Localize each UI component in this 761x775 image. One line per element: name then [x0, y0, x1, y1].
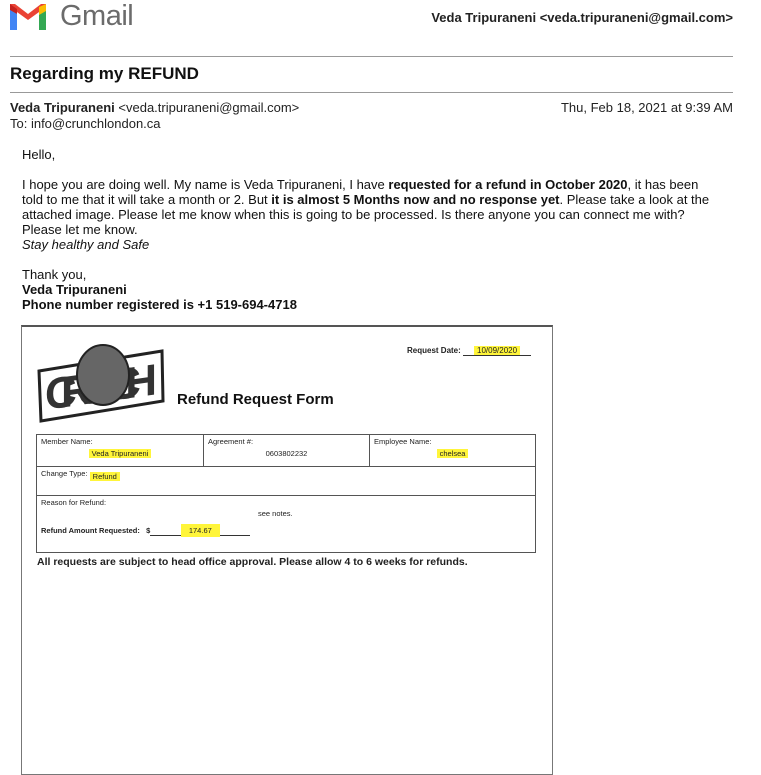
gmail-logo-icon	[10, 4, 46, 30]
text: , it has been told to me that it will ta…	[22, 177, 699, 207]
form-title: Refund Request Form	[177, 391, 334, 408]
agreement-value: 0603802232	[265, 449, 308, 458]
form-footer: All requests are subject to head office …	[37, 556, 468, 568]
label: Reason for Refund:	[41, 498, 107, 507]
bold-text: it is almost 5 Months now and no respons…	[271, 192, 560, 207]
request-date: Request Date: 10/09/2020	[407, 346, 532, 356]
sender: Veda Tripuraneni <veda.tripuraneni@gmail…	[10, 100, 299, 115]
change-value: Refund	[89, 472, 120, 481]
label: Change Type:	[41, 469, 88, 478]
form-table: Member Name: Veda Tripuraneni Agreement #…	[36, 434, 536, 553]
label: Employee Name:	[374, 437, 432, 446]
signature-name: Veda Tripuraneni	[22, 282, 127, 297]
gmail-brand: Gmail	[60, 0, 134, 32]
crunch-logo-icon: CRUNCH	[37, 344, 165, 423]
email-body: Hello, I hope you are doing well. My nam…	[22, 147, 722, 312]
change-type-cell: Change Type: Refund	[36, 466, 536, 496]
sender-name: Veda Tripuraneni	[10, 100, 115, 115]
employee-cell: Employee Name: chelsea	[369, 434, 536, 467]
account-label: Veda Tripuraneni <veda.tripuraneni@gmail…	[431, 10, 733, 25]
amount-value: 174.67	[180, 524, 220, 537]
attached-image[interactable]: CRUNCH Refund Request Form Request Date:…	[21, 325, 553, 775]
label: Request Date:	[407, 346, 461, 355]
greeting: Hello,	[22, 147, 56, 162]
thanks: Thank you,	[22, 267, 87, 282]
reason-value: see notes.	[258, 509, 293, 518]
signature-phone: Phone number registered is +1 519-694-47…	[22, 297, 297, 312]
member-cell: Member Name: Veda Tripuraneni	[36, 434, 204, 467]
label: Refund Amount Requested:	[41, 526, 140, 535]
recipient: To: info@crunchlondon.ca	[10, 116, 161, 131]
sender-email: <veda.tripuraneni@gmail.com>	[118, 100, 300, 115]
email-date: Thu, Feb 18, 2021 at 9:39 AM	[560, 100, 733, 115]
member-value: Veda Tripuraneni	[88, 449, 152, 458]
bold-text: requested for a refund in October 2020	[388, 177, 628, 192]
label: Agreement #:	[208, 437, 254, 446]
text: I hope you are doing well. My name is Ve…	[22, 177, 389, 192]
reason-cell: Reason for Refund: see notes. Refund Amo…	[36, 495, 536, 553]
request-date-value: 10/09/2020	[474, 346, 521, 355]
label: Member Name:	[41, 437, 93, 446]
main-paragraph: I hope you are doing well. My name is Ve…	[22, 177, 722, 237]
text: . Please take a look at the attached ima…	[22, 192, 710, 237]
agreement-cell: Agreement #: 0603802232	[203, 434, 370, 467]
divider	[10, 92, 733, 93]
divider	[10, 56, 733, 57]
email-subject: Regarding my REFUND	[10, 64, 199, 83]
amount-row: Refund Amount Requested: $174.67	[41, 524, 531, 537]
currency: $	[146, 526, 151, 535]
italic-line: Stay healthy and Safe	[22, 237, 150, 252]
employee-value: chelsea	[436, 449, 469, 458]
